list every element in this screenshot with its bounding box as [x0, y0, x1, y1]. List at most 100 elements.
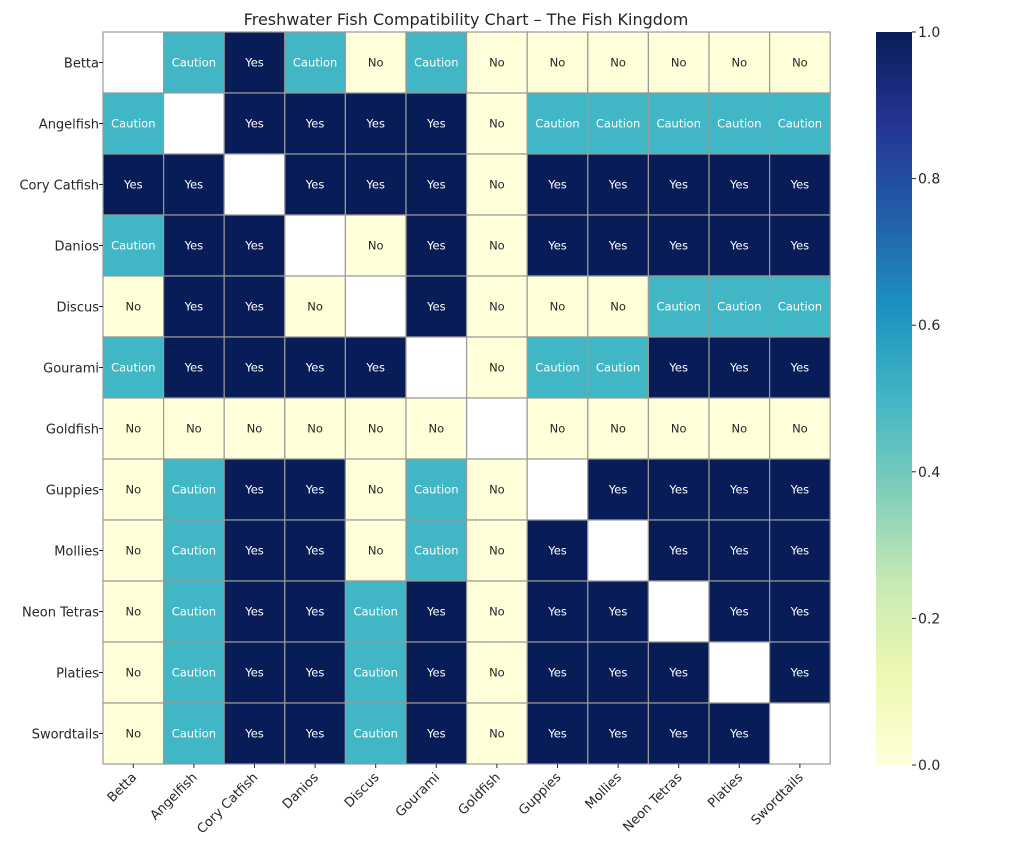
cell-label: Yes: [365, 117, 385, 131]
heatmap-cell: [708, 275, 771, 338]
heatmap-cell: [768, 580, 831, 643]
cell-label: Yes: [729, 239, 749, 253]
heatmap-cell: [344, 275, 407, 338]
cell-label: No: [489, 300, 505, 314]
cell-label: Yes: [426, 239, 446, 253]
cell-label: No: [125, 727, 141, 741]
heatmap-cell: [102, 702, 165, 765]
cell-label: No: [489, 666, 505, 680]
chart-title: Freshwater Fish Compatibility Chart – Th…: [244, 10, 689, 29]
heatmap-cell: [526, 519, 589, 582]
cell-label: No: [125, 605, 141, 619]
cell-label: Caution: [414, 544, 458, 558]
cell-label: Caution: [353, 666, 397, 680]
cell-label: Yes: [244, 544, 264, 558]
cell-label: No: [792, 422, 808, 436]
cell-label: Yes: [668, 361, 688, 375]
heatmap-cell: [405, 641, 468, 704]
heatmap-cells: Caution Yes Caution No Caution No No No No No No Ca…: [102, 31, 831, 765]
heatmap-cell: [102, 336, 165, 399]
cell-label: Caution: [656, 117, 700, 131]
cell-label: Yes: [668, 544, 688, 558]
heatmap-cell: [223, 275, 286, 338]
cell-label: No: [368, 544, 384, 558]
x-tick-label: Angelfish: [148, 770, 201, 823]
heatmap-cell: [344, 458, 407, 521]
cell-label: No: [125, 300, 141, 314]
heatmap-cell: [223, 580, 286, 643]
heatmap-cell: [466, 31, 528, 94]
colorbar-tick-label: 0.4: [918, 465, 940, 481]
cell-label: Caution: [717, 300, 761, 314]
heatmap-cell: [466, 702, 528, 765]
heatmap-cell: [466, 458, 528, 521]
cell-label: Caution: [293, 56, 337, 70]
cell-label: Yes: [608, 178, 628, 192]
x-tick-label: Cory Catfish: [194, 770, 261, 837]
heatmap-cell: [405, 397, 468, 460]
heatmap-cell: [587, 519, 649, 582]
cell-label: No: [610, 422, 626, 436]
heatmap-cell: [768, 458, 831, 521]
heatmap-cell: [647, 336, 710, 399]
heatmap-cell: [466, 336, 528, 399]
cell-label: Yes: [305, 361, 325, 375]
cell-label: No: [550, 300, 566, 314]
cell-label: Caution: [172, 483, 216, 497]
cell-label: Yes: [184, 361, 204, 375]
y-tick-label: Danios: [54, 240, 99, 255]
cell-label: Yes: [668, 727, 688, 741]
cell-label: Caution: [111, 239, 155, 253]
cell-label: Yes: [305, 117, 325, 131]
heatmap-cell: [647, 214, 710, 277]
cell-label: Caution: [172, 544, 216, 558]
cell-label: Yes: [790, 605, 810, 619]
heatmap-cell: [647, 519, 710, 582]
heatmap-cell: [344, 641, 407, 704]
colorbar-gradient: [876, 32, 912, 765]
heatmap-cell: [223, 702, 286, 765]
cell-label: Yes: [547, 666, 567, 680]
heatmap-cell: [647, 275, 710, 338]
cell-label: Caution: [111, 117, 155, 131]
cell-label: No: [489, 483, 505, 497]
cell-label: No: [368, 483, 384, 497]
cell-label: Yes: [305, 605, 325, 619]
y-tick-label: Discus: [56, 301, 99, 316]
cell-label: No: [186, 422, 202, 436]
heatmap-cell: [284, 214, 346, 277]
cell-label: No: [307, 422, 323, 436]
cell-label: No: [368, 239, 384, 253]
cell-label: Caution: [111, 361, 155, 375]
cell-label: No: [489, 605, 505, 619]
cell-label: No: [731, 56, 747, 70]
heatmap-cell: [708, 641, 771, 704]
heatmap-cell: [405, 458, 468, 521]
heatmap-cell: [102, 519, 165, 582]
colorbar-tick-label: 0.6: [918, 318, 940, 334]
heatmap-cell: [284, 92, 346, 155]
heatmap-cell: [466, 519, 528, 582]
y-tick-label: Goldfish: [46, 423, 99, 438]
colorbar-tick-label: 0.0: [918, 758, 940, 774]
cell-label: Yes: [244, 666, 264, 680]
cell-label: Yes: [790, 483, 810, 497]
cell-label: No: [489, 544, 505, 558]
cell-label: No: [125, 544, 141, 558]
cell-label: No: [550, 56, 566, 70]
cell-label: Caution: [353, 727, 397, 741]
heatmap-cell: [768, 214, 831, 277]
cell-label: No: [489, 56, 505, 70]
cell-label: Yes: [547, 239, 567, 253]
cell-label: Yes: [426, 666, 446, 680]
cell-label: No: [368, 56, 384, 70]
heatmap-cell: [647, 580, 710, 643]
x-tick-label: Danios: [280, 770, 322, 812]
cell-label: Yes: [668, 178, 688, 192]
cell-label: No: [550, 422, 566, 436]
cell-label: No: [307, 300, 323, 314]
cell-label: Yes: [244, 239, 264, 253]
heatmap-cell: [405, 702, 468, 765]
heatmap-cell: [344, 214, 407, 277]
cell-label: Caution: [172, 605, 216, 619]
